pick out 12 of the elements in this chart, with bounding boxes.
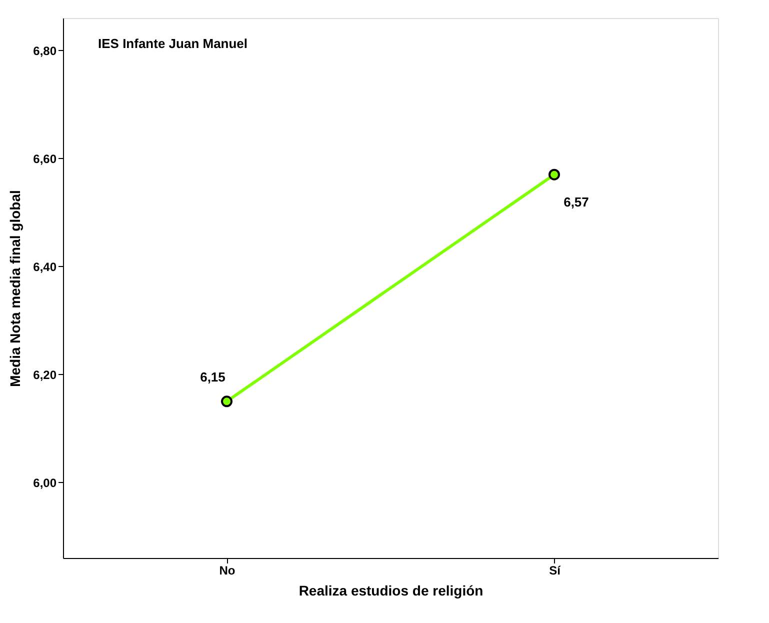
x-tick-label: Sí [549, 564, 562, 578]
annotation: IES Infante Juan Manuel [98, 36, 248, 51]
x-axis-title: Realiza estudios de religión [298, 582, 484, 598]
x-tick-label: No [219, 564, 236, 578]
y-tick-label: 6,00 [33, 476, 57, 490]
y-axis-title: Media Nota media final global [7, 190, 24, 387]
data-label: 6,57 [564, 194, 589, 210]
data-label: 6,15 [200, 369, 226, 384]
y-tick-label: 6,20 [33, 368, 57, 382]
y-tick-label: 6,40 [33, 260, 57, 274]
y-tick-label: 6,60 [33, 152, 57, 166]
y-tick-label: 6,80 [33, 44, 57, 58]
